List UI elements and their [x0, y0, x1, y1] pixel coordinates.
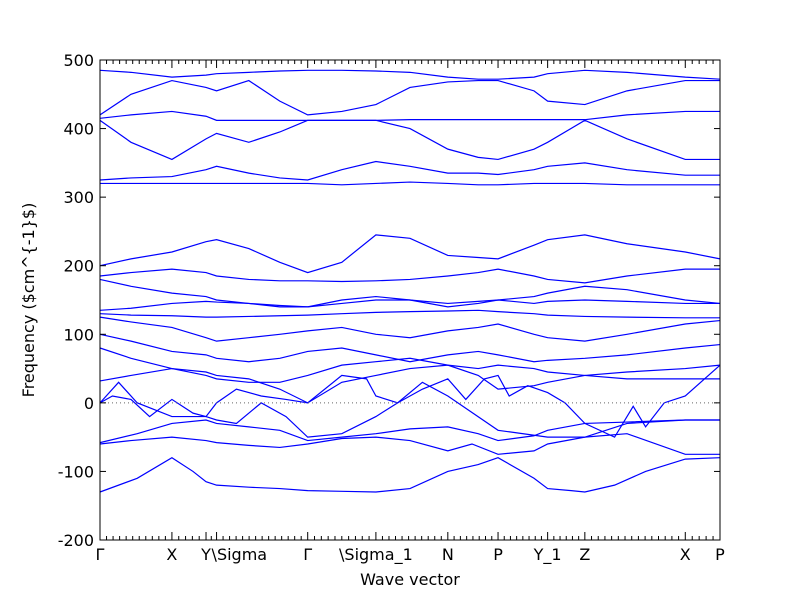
x-tick-label: P — [493, 545, 503, 564]
x-tick-label: Γ — [96, 545, 105, 564]
series-lines — [99, 69, 721, 493]
y-tick-label: 300 — [63, 188, 94, 207]
plot-frame — [99, 59, 721, 541]
band-line-12 — [99, 278, 721, 308]
band-line-7 — [99, 347, 720, 383]
x-tick-label: Z — [579, 545, 590, 564]
band-line-9 — [99, 316, 721, 342]
band-line-16 — [99, 160, 720, 181]
band-line-15 — [100, 181, 720, 186]
band-line-3 — [99, 419, 720, 444]
y-axis: -200 -100 0 100 200 300 400 500 — [58, 51, 720, 550]
band-line-17 — [99, 119, 720, 161]
x-tick-label: Γ — [303, 545, 312, 564]
y-axis-label: Frequency ($cm^{-1}$) — [19, 203, 38, 398]
x-tick-label: \Sigma_1 — [339, 545, 413, 565]
band-line-20 — [99, 69, 721, 80]
x-axis-label: Wave vector — [360, 570, 460, 589]
x-tick-label: Y_1 — [533, 545, 562, 565]
x-tick-label: X — [166, 545, 177, 564]
x-tick-label: X — [680, 545, 691, 564]
x-tick-label: P — [715, 545, 725, 564]
band-line-6 — [99, 364, 721, 404]
band-line-8 — [99, 333, 721, 363]
x-tick-label: Y — [200, 545, 211, 564]
x-tick-label: \Sigma — [212, 545, 268, 564]
band-line-10 — [99, 309, 720, 319]
x-tick-label: N — [442, 545, 454, 564]
band-line-19 — [99, 79, 720, 116]
y-tick-label: 100 — [63, 325, 94, 344]
y-tick-label: 500 — [63, 51, 94, 70]
band-line-11 — [99, 299, 720, 311]
band-line-4 — [99, 381, 720, 438]
y-tick-label: 200 — [63, 257, 94, 276]
band-line-14 — [99, 234, 721, 274]
band-line-2 — [99, 433, 720, 455]
x-axis: Γ X Y \Sigma Γ \Sigma_1 N P Y_1 Z X P — [96, 60, 725, 565]
band-line-1 — [99, 457, 721, 493]
y-tick-label: 400 — [63, 120, 94, 139]
y-tick-label: 0 — [84, 394, 94, 413]
band-line-13 — [99, 268, 720, 284]
y-tick-label: -100 — [58, 462, 94, 481]
band-line-18 — [99, 110, 720, 121]
band-line-5 — [99, 364, 721, 438]
y-tick-label: -200 — [58, 531, 94, 550]
